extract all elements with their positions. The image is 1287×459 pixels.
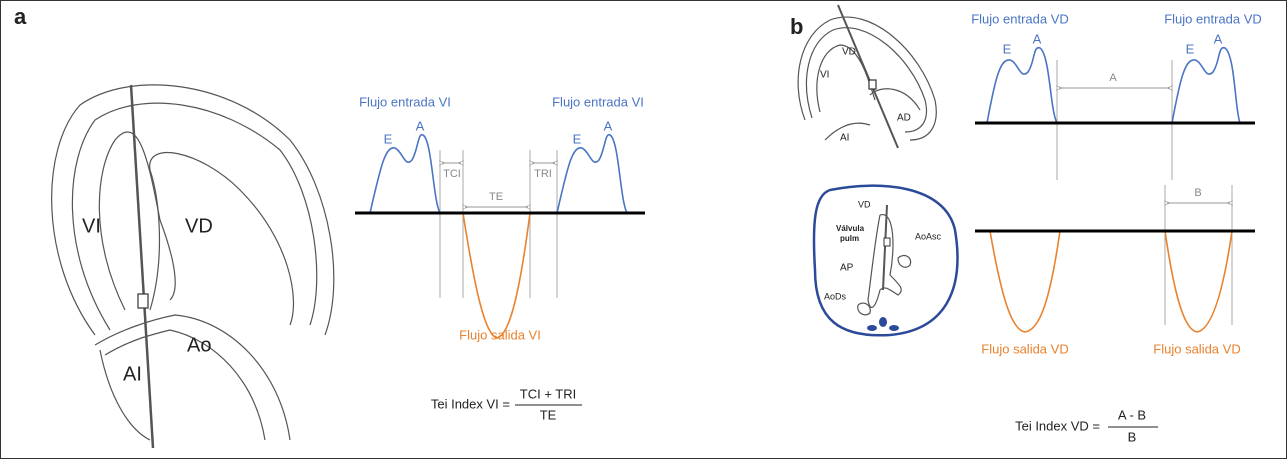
wave-label: A (416, 118, 425, 133)
wave-label: A (1214, 31, 1223, 46)
panel-letter: b (790, 14, 803, 39)
figure: a VI VD AI Ao Flujo entrada VI E A Flujo… (0, 0, 1287, 459)
wave-title: Flujo salida VI (459, 327, 541, 342)
wave-label: E (1186, 41, 1195, 56)
interval-label: A (1109, 72, 1117, 84)
wave-label: E (384, 131, 393, 146)
formula-numerator: A - B (1118, 407, 1146, 422)
structure-label: VD (858, 199, 871, 209)
structure-label: pulm (840, 234, 859, 243)
panel-letter: a (14, 4, 27, 29)
chamber-label: AI (840, 133, 849, 144)
interval-label: TE (489, 191, 503, 203)
structure-label: AoDs (824, 291, 847, 301)
wave-label: A (604, 118, 613, 133)
doppler-b (975, 48, 1255, 332)
chamber-label: VD (185, 215, 213, 237)
formula-lhs: Tei Index VI = (431, 396, 510, 411)
chamber-label: VI (820, 70, 829, 81)
heart-drawing (52, 85, 334, 448)
structure-label: AoAsc (915, 231, 942, 241)
chamber-label: AD (897, 113, 911, 124)
chamber-label: Ao (187, 334, 211, 356)
interval-label: TCI (443, 168, 461, 180)
interval-label: TRI (534, 168, 552, 180)
chamber-label: VI (82, 215, 101, 237)
chamber-label: VD (842, 47, 856, 58)
doppler-a (355, 135, 645, 338)
wave-title: Flujo salida VD (981, 341, 1068, 356)
wave-title: Flujo salida VD (1153, 341, 1240, 356)
wave-title: Flujo entrada VI (552, 94, 644, 109)
heart-drawing-small (798, 5, 936, 148)
wave-label: A (1033, 31, 1042, 46)
wave-title: Flujo entrada VI (359, 94, 451, 109)
formula-numerator: TCI + TRI (520, 386, 576, 401)
interval-label: B (1194, 187, 1201, 199)
formula-lhs: Tei Index VD = (1015, 418, 1100, 433)
formula-denominator: TE (540, 407, 557, 422)
wave-label: E (573, 131, 582, 146)
chamber-label: AI (123, 363, 142, 385)
structure-label: AP (840, 263, 854, 274)
cross-section (814, 186, 958, 336)
wave-label: E (1003, 41, 1012, 56)
wave-title: Flujo entrada VD (971, 11, 1069, 26)
formula-denominator: B (1128, 429, 1137, 444)
structure-label: Válvula (836, 224, 865, 233)
wave-title: Flujo entrada VD (1164, 11, 1262, 26)
